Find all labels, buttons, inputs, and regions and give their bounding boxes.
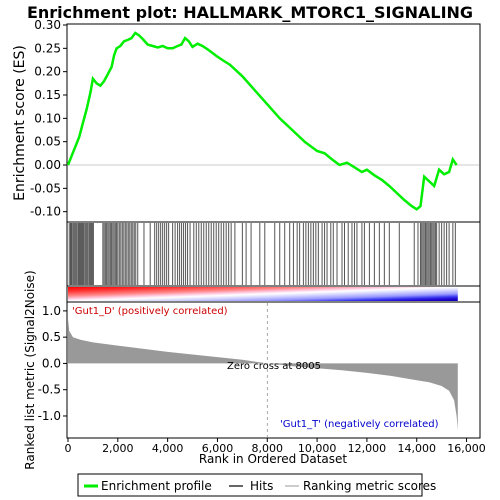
x-tick-label: 16,000 <box>447 442 486 455</box>
legend-label-enrichment: Enrichment profile <box>101 479 212 493</box>
metric-ytick-label: 0.5 <box>42 330 61 344</box>
chart-title: Enrichment plot: HALLMARK_MTORC1_SIGNALI… <box>27 3 473 22</box>
metric-ytick-label: 0.0 <box>42 356 61 370</box>
legend-label-ranking: Ranking metric scores <box>303 479 436 493</box>
metric-ytick-label: -1.0 <box>38 409 61 423</box>
x-tick-label: 12,000 <box>348 442 387 455</box>
metric-panel-frame <box>66 301 481 439</box>
negative-annotation: 'Gut1_T' (negatively correlated) <box>280 419 439 430</box>
metric-ytick-label: -0.5 <box>38 383 61 397</box>
es-ytick-label: -0.05 <box>30 181 61 195</box>
legend-label-hits: Hits <box>250 479 273 493</box>
zero-cross-annotation: Zero cross at 8005 <box>227 361 321 372</box>
x-tick-label: 6,000 <box>202 442 234 455</box>
x-tick-label: 14,000 <box>397 442 436 455</box>
enrichment-profile-line <box>66 31 458 211</box>
legend-frame <box>77 473 423 497</box>
x-tick-label: 8,000 <box>252 442 284 455</box>
es-ytick-label: 0.30 <box>34 18 61 32</box>
metric-ylabel: Ranked list metric (Signal2Noise) <box>23 270 37 469</box>
es-ytick-label: 0.10 <box>34 111 61 125</box>
rank-colorbar <box>68 287 458 301</box>
x-tick-label: 10,000 <box>298 442 337 455</box>
x-tick-label: 0 <box>65 442 72 455</box>
es-ytick-label: 0.20 <box>34 65 61 79</box>
legend: Enrichment profile Hits Ranking metric s… <box>77 473 436 497</box>
x-axis-label: Rank in Ordered Dataset <box>199 452 347 466</box>
es-ytick-label: -0.10 <box>30 205 61 219</box>
es-panel-frame <box>66 23 481 223</box>
es-ytick-label: 0.00 <box>34 158 61 172</box>
es-ytick-label: 0.05 <box>34 135 61 149</box>
hits-marks <box>68 223 456 285</box>
positive-annotation: 'Gut1_D' (positively correlated) <box>72 306 228 317</box>
es-ytick-label: 0.15 <box>34 88 61 102</box>
metric-ytick-label: 1.0 <box>42 304 61 318</box>
x-tick-label: 2,000 <box>102 442 134 455</box>
x-tick-label: 4,000 <box>152 442 184 455</box>
es-ylabel: Enrichment score (ES) <box>12 45 28 201</box>
es-ytick-label: 0.25 <box>34 41 61 55</box>
ranking-metric-area <box>68 318 458 431</box>
